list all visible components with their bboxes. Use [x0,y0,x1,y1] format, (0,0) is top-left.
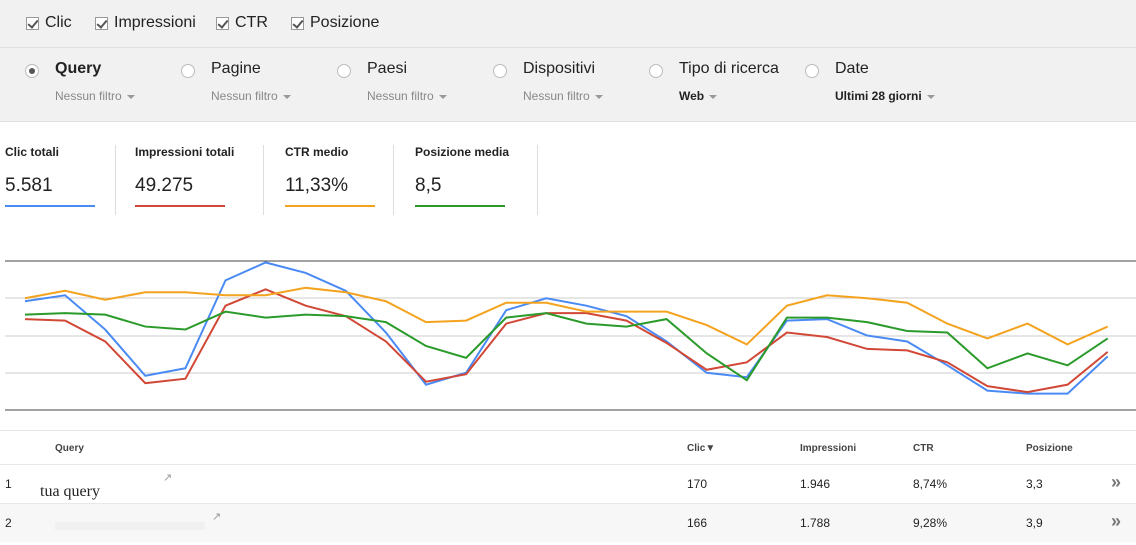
filter-label[interactable]: Tipo di ricerca [679,60,779,77]
filter-label[interactable]: Date [835,60,869,77]
table-row[interactable]: 2 ↗ 166 1.788 9,28% 3,9 » [0,503,1136,542]
filter-value[interactable]: Web [679,89,717,103]
checkbox-label[interactable]: Clic [45,14,72,31]
metric-underline [5,205,95,207]
grid [5,260,1136,411]
filter-value[interactable]: Nessun filtro [211,89,291,103]
cell-clicks: 170 [687,477,708,491]
header-separator [0,430,1136,431]
metric-label: CTR medio [285,145,349,159]
metric-label: Impressioni totali [135,145,235,159]
metric-checkboxes: Clic Impressioni CTR Posizione [0,0,1136,48]
checkbox-box[interactable] [95,16,108,30]
metric-value: 49.275 [135,175,194,196]
metric[interactable]: CTR medio 11,33% [285,145,375,207]
checkbox-label[interactable]: Posizione [310,14,380,31]
metric[interactable]: Clic totali 5.581 [5,145,95,207]
chart [5,260,1136,411]
checkbox-label[interactable]: CTR [235,14,268,31]
series-line [24,310,1109,382]
column-header: Query [55,443,84,454]
query-blurred [55,522,205,530]
checkbox[interactable]: CTR [216,14,268,32]
metric-underline [415,205,505,207]
metric-label: Clic totali [5,145,60,159]
cell-clicks: 166 [687,516,708,530]
table-row[interactable]: 1 tua query ↗ 170 1.946 8,74% 3,3 » [0,464,1136,503]
filter-value[interactable]: Nessun filtro [523,89,603,103]
divider [263,145,264,215]
radio[interactable] [25,64,39,78]
cell-ctr: 9,28% [913,516,948,530]
checkbox[interactable]: Impressioni [95,14,196,32]
row-index: 1 [5,477,12,491]
row-index: 2 [5,516,12,530]
column-header[interactable]: CTR [913,443,934,454]
series-line [24,288,1109,394]
expand-chevron[interactable]: » [1111,511,1122,531]
cell-position: 3,3 [1026,477,1043,491]
column-header[interactable]: Impressioni [800,443,857,454]
expand-chevron[interactable]: » [1111,472,1122,492]
checkbox-label[interactable]: Impressioni [114,14,196,31]
cell-position: 3,9 [1026,516,1043,530]
column-header[interactable]: Clic▼ [687,443,716,454]
column-header[interactable]: Posizione [1026,443,1073,454]
series-line [24,286,1109,346]
filter-label[interactable]: Paesi [367,60,408,77]
metric-value: 5.581 [5,175,53,196]
checkbox-box[interactable] [216,16,229,30]
radio[interactable] [805,64,819,78]
divider [393,145,394,215]
checkbox-box[interactable] [26,16,39,30]
divider [115,145,116,215]
external-link-icon[interactable]: ↗ [212,511,222,523]
cell-impressions: 1.946 [800,477,831,491]
cell-ctr: 8,74% [913,477,948,491]
checkbox[interactable]: Clic [26,14,72,32]
checkbox-box[interactable] [291,16,304,30]
radio[interactable] [337,64,351,78]
series-line [24,261,1109,395]
radio[interactable] [181,64,195,78]
filter-label[interactable]: Pagine [211,60,261,77]
filter-label[interactable]: Query [55,60,102,77]
radio[interactable] [493,64,507,78]
checkbox[interactable]: Posizione [291,14,379,32]
filter-value[interactable]: Nessun filtro [367,89,447,103]
metric-underline [285,205,375,207]
filter-value[interactable]: Ultimi 28 giorni [835,89,935,103]
radio[interactable] [649,64,663,78]
query-text[interactable]: tua query [40,483,100,500]
metric-label: Posizione media [415,145,510,159]
metric-underline [135,205,225,207]
filter-value[interactable]: Nessun filtro [55,89,135,103]
divider [537,145,538,215]
metric[interactable]: Impressioni totali 49.275 [135,145,234,207]
metric-value: 11,33% [285,175,349,196]
metric-value: 8,5 [415,175,442,196]
metric[interactable]: Posizione media 8,5 [415,145,509,207]
cell-impressions: 1.788 [800,516,831,530]
external-link-icon[interactable]: ↗ [163,472,173,484]
filter-label[interactable]: Dispositivi [523,60,596,77]
